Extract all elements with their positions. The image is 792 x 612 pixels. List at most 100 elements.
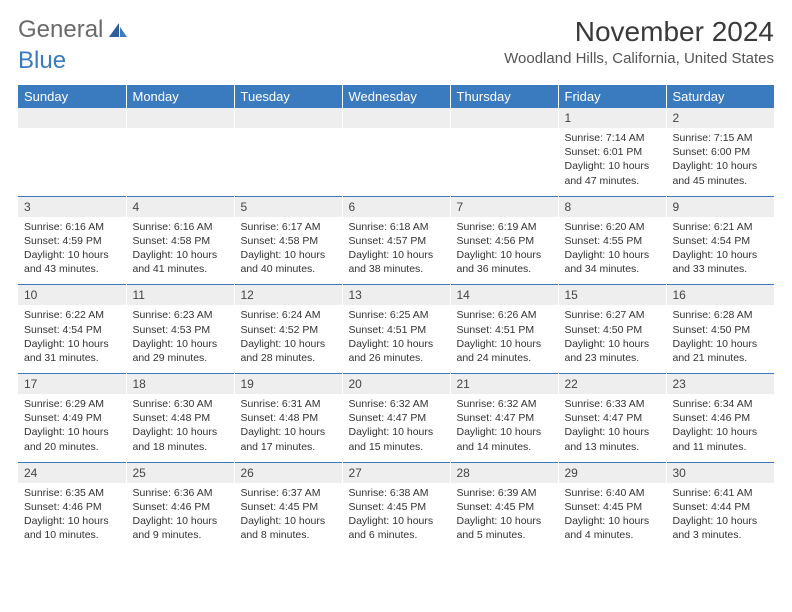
day-detail-cell: Sunrise: 6:38 AMSunset: 4:45 PMDaylight:… xyxy=(342,483,450,551)
sunrise-text: Sunrise: 6:34 AM xyxy=(673,397,769,411)
sunrise-text: Sunrise: 6:41 AM xyxy=(673,486,769,500)
day-detail-cell: Sunrise: 6:30 AMSunset: 4:48 PMDaylight:… xyxy=(126,394,234,462)
sunset-text: Sunset: 4:51 PM xyxy=(349,323,444,337)
logo: General xyxy=(18,16,131,44)
day-detail-row: Sunrise: 6:16 AMSunset: 4:59 PMDaylight:… xyxy=(18,217,774,285)
day-number-row: 3456789 xyxy=(18,196,774,217)
sunset-text: Sunset: 4:46 PM xyxy=(24,500,120,514)
day-number-row: 12 xyxy=(18,108,774,128)
day-number-cell: 12 xyxy=(234,285,342,306)
day-number-cell xyxy=(234,108,342,128)
daylight-text: Daylight: 10 hours and 11 minutes. xyxy=(673,425,769,453)
sunrise-text: Sunrise: 6:19 AM xyxy=(457,220,552,234)
sunset-text: Sunset: 6:01 PM xyxy=(565,145,660,159)
day-detail-row: Sunrise: 6:29 AMSunset: 4:49 PMDaylight:… xyxy=(18,394,774,462)
sunset-text: Sunset: 4:56 PM xyxy=(457,234,552,248)
day-detail-cell: Sunrise: 6:22 AMSunset: 4:54 PMDaylight:… xyxy=(18,305,126,373)
daylight-text: Daylight: 10 hours and 6 minutes. xyxy=(349,514,444,542)
sunset-text: Sunset: 4:48 PM xyxy=(133,411,228,425)
daylight-text: Daylight: 10 hours and 3 minutes. xyxy=(673,514,769,542)
day-number-cell: 1 xyxy=(558,108,666,128)
day-number-cell: 29 xyxy=(558,462,666,483)
sunrise-text: Sunrise: 6:25 AM xyxy=(349,308,444,322)
weekday-header: Friday xyxy=(558,85,666,108)
sunset-text: Sunset: 4:44 PM xyxy=(673,500,769,514)
sunset-text: Sunset: 4:51 PM xyxy=(457,323,552,337)
day-detail-cell: Sunrise: 6:27 AMSunset: 4:50 PMDaylight:… xyxy=(558,305,666,373)
day-number-cell: 2 xyxy=(666,108,774,128)
calendar-table: SundayMondayTuesdayWednesdayThursdayFrid… xyxy=(18,85,774,550)
day-number-cell: 9 xyxy=(666,196,774,217)
sunset-text: Sunset: 4:45 PM xyxy=(457,500,552,514)
day-detail-cell: Sunrise: 6:39 AMSunset: 4:45 PMDaylight:… xyxy=(450,483,558,551)
daylight-text: Daylight: 10 hours and 26 minutes. xyxy=(349,337,444,365)
sunset-text: Sunset: 4:54 PM xyxy=(24,323,120,337)
daylight-text: Daylight: 10 hours and 15 minutes. xyxy=(349,425,444,453)
sunset-text: Sunset: 4:58 PM xyxy=(133,234,228,248)
sunrise-text: Sunrise: 7:15 AM xyxy=(673,131,769,145)
sunrise-text: Sunrise: 6:26 AM xyxy=(457,308,552,322)
day-number-cell: 20 xyxy=(342,374,450,395)
weekday-header: Monday xyxy=(126,85,234,108)
daylight-text: Daylight: 10 hours and 41 minutes. xyxy=(133,248,228,276)
day-number-cell: 11 xyxy=(126,285,234,306)
day-number-cell: 16 xyxy=(666,285,774,306)
daylight-text: Daylight: 10 hours and 13 minutes. xyxy=(565,425,660,453)
sunset-text: Sunset: 4:53 PM xyxy=(133,323,228,337)
sunrise-text: Sunrise: 6:27 AM xyxy=(565,308,660,322)
sunrise-text: Sunrise: 6:30 AM xyxy=(133,397,228,411)
daylight-text: Daylight: 10 hours and 9 minutes. xyxy=(133,514,228,542)
daylight-text: Daylight: 10 hours and 8 minutes. xyxy=(241,514,336,542)
weekday-header: Sunday xyxy=(18,85,126,108)
daylight-text: Daylight: 10 hours and 4 minutes. xyxy=(565,514,660,542)
day-number-cell: 4 xyxy=(126,196,234,217)
day-number-cell: 5 xyxy=(234,196,342,217)
day-detail-cell: Sunrise: 6:33 AMSunset: 4:47 PMDaylight:… xyxy=(558,394,666,462)
sunset-text: Sunset: 4:50 PM xyxy=(565,323,660,337)
sunrise-text: Sunrise: 6:29 AM xyxy=(24,397,120,411)
daylight-text: Daylight: 10 hours and 43 minutes. xyxy=(24,248,120,276)
day-detail-cell: Sunrise: 6:37 AMSunset: 4:45 PMDaylight:… xyxy=(234,483,342,551)
daylight-text: Daylight: 10 hours and 40 minutes. xyxy=(241,248,336,276)
sunrise-text: Sunrise: 6:17 AM xyxy=(241,220,336,234)
day-detail-cell: Sunrise: 6:25 AMSunset: 4:51 PMDaylight:… xyxy=(342,305,450,373)
day-detail-cell: Sunrise: 6:36 AMSunset: 4:46 PMDaylight:… xyxy=(126,483,234,551)
day-detail-cell: Sunrise: 6:32 AMSunset: 4:47 PMDaylight:… xyxy=(450,394,558,462)
sunrise-text: Sunrise: 6:36 AM xyxy=(133,486,228,500)
sunrise-text: Sunrise: 6:35 AM xyxy=(24,486,120,500)
sunset-text: Sunset: 4:54 PM xyxy=(673,234,769,248)
day-detail-cell: Sunrise: 6:24 AMSunset: 4:52 PMDaylight:… xyxy=(234,305,342,373)
day-detail-row: Sunrise: 6:22 AMSunset: 4:54 PMDaylight:… xyxy=(18,305,774,373)
weekday-header: Thursday xyxy=(450,85,558,108)
day-detail-row: Sunrise: 6:35 AMSunset: 4:46 PM Daylight:… xyxy=(18,483,774,551)
daylight-text: Daylight: 10 hours and 38 minutes. xyxy=(349,248,444,276)
day-number-cell: 24 xyxy=(18,462,126,483)
day-detail-cell: Sunrise: 6:32 AMSunset: 4:47 PMDaylight:… xyxy=(342,394,450,462)
day-detail-cell: Sunrise: 6:26 AMSunset: 4:51 PMDaylight:… xyxy=(450,305,558,373)
sunset-text: Sunset: 4:55 PM xyxy=(565,234,660,248)
sunrise-text: Sunrise: 6:18 AM xyxy=(349,220,444,234)
daylight-text: Daylight: 10 hours and 24 minutes. xyxy=(457,337,552,365)
day-number-cell: 13 xyxy=(342,285,450,306)
day-detail-cell: Sunrise: 6:28 AMSunset: 4:50 PMDaylight:… xyxy=(666,305,774,373)
daylight-text: Daylight: 10 hours and 17 minutes. xyxy=(241,425,336,453)
weekday-header-row: SundayMondayTuesdayWednesdayThursdayFrid… xyxy=(18,85,774,108)
daylight-text: Daylight: 10 hours and 31 minutes. xyxy=(24,337,120,365)
weekday-header: Wednesday xyxy=(342,85,450,108)
day-number-row: 17181920212223 xyxy=(18,374,774,395)
day-number-cell xyxy=(126,108,234,128)
daylight-text: Daylight: 10 hours and 34 minutes. xyxy=(565,248,660,276)
daylight-text: Daylight: 10 hours and 5 minutes. xyxy=(457,514,552,542)
day-detail-cell: Sunrise: 6:17 AMSunset: 4:58 PMDaylight:… xyxy=(234,217,342,285)
day-detail-cell xyxy=(450,128,558,196)
day-number-cell xyxy=(342,108,450,128)
day-number-cell: 27 xyxy=(342,462,450,483)
sunset-text: Sunset: 4:45 PM xyxy=(241,500,336,514)
day-detail-cell: Sunrise: 6:20 AMSunset: 4:55 PMDaylight:… xyxy=(558,217,666,285)
daylight-text: Daylight: 10 hours and 47 minutes. xyxy=(565,159,660,187)
sunset-text: Sunset: 6:00 PM xyxy=(673,145,769,159)
day-detail-row: Sunrise: 7:14 AMSunset: 6:01 PMDaylight:… xyxy=(18,128,774,196)
day-number-cell: 25 xyxy=(126,462,234,483)
day-number-cell: 14 xyxy=(450,285,558,306)
daylight-text: Daylight: 10 hours and 18 minutes. xyxy=(133,425,228,453)
